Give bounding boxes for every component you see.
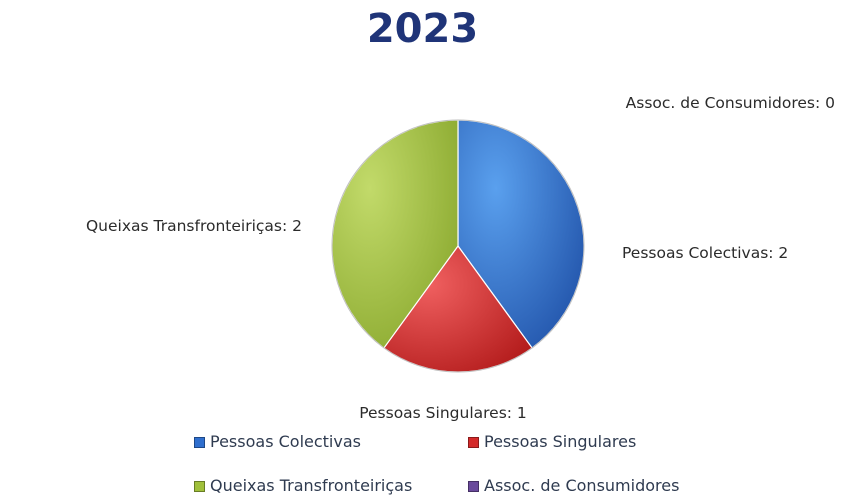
legend-swatch [194,481,205,492]
data-label-assoc-de-consumidores: Assoc. de Consumidores: 0 [626,94,835,112]
legend-label: Queixas Transfronteiriças [210,476,413,495]
legend-swatch [194,437,205,448]
legend-item-pessoas-colectivas: Pessoas Colectivas [194,432,361,451]
legend-item-assoc-de-consumidores: Assoc. de Consumidores [468,476,679,495]
legend-swatch [468,437,479,448]
pie-slice-pessoas-colectivas [457,119,585,349]
pie-slice-queixas-transfronteiricas [331,119,459,349]
pie-outline [331,119,585,373]
legend-swatch [468,481,479,492]
legend-label: Assoc. de Consumidores [484,476,680,495]
legend-item-queixas-transfronteiricas: Queixas Transfronteiriças [194,476,412,495]
legend-label: Pessoas Singulares [484,432,637,451]
legend-item-pessoas-singulares: Pessoas Singulares [468,432,636,451]
pie-slice-pessoas-singulares [383,244,533,373]
data-label-pessoas-colectivas: Pessoas Colectivas: 2 [622,244,788,262]
chart-title: 2023 [366,6,479,52]
data-label-pessoas-singulares: Pessoas Singulares: 1 [359,404,527,422]
data-label-queixas-transfronteiricas: Queixas Transfronteiriças: 2 [86,217,302,235]
legend-label: Pessoas Colectivas [210,432,361,451]
